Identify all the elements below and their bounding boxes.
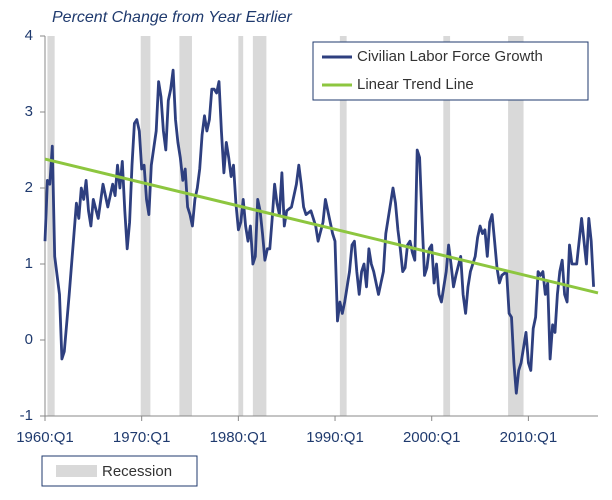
y-tick-label: 1 (25, 255, 33, 272)
legend-label: Civilian Labor Force Growth (357, 48, 543, 65)
y-axis-label: Percent Change from Year Earlier (52, 9, 293, 26)
series-line (44, 157, 599, 295)
y-tick-label: 0 (25, 331, 33, 348)
x-tick-label: 1970:Q1 (113, 429, 171, 446)
series-line (43, 68, 595, 395)
recession-legend: Recession (41, 455, 198, 487)
legend: Civilian Labor Force Growth Linear Trend … (312, 41, 589, 101)
x-tick-label: 1980:Q1 (210, 429, 268, 446)
recession-band (179, 36, 192, 416)
legend-label: Recession (102, 463, 172, 480)
recession-band (252, 36, 267, 416)
recession-band (47, 36, 55, 416)
recession-band (443, 36, 451, 416)
legend-swatch (56, 465, 97, 477)
recession-band (140, 36, 151, 416)
x-tick-label: 1990:Q1 (306, 429, 364, 446)
y-tick-label: 4 (25, 27, 33, 44)
x-tick-label: 1960:Q1 (16, 429, 74, 446)
legend-box (312, 41, 589, 101)
x-tick-label: 2000:Q1 (403, 429, 461, 446)
recession-band (339, 36, 347, 416)
x-tick-label: 2010:Q1 (500, 429, 558, 446)
y-tick-label: -1 (20, 407, 33, 424)
y-tick-label: 3 (25, 103, 33, 120)
legend-label: Linear Trend Line (357, 76, 474, 93)
y-tick-label: 2 (25, 179, 33, 196)
